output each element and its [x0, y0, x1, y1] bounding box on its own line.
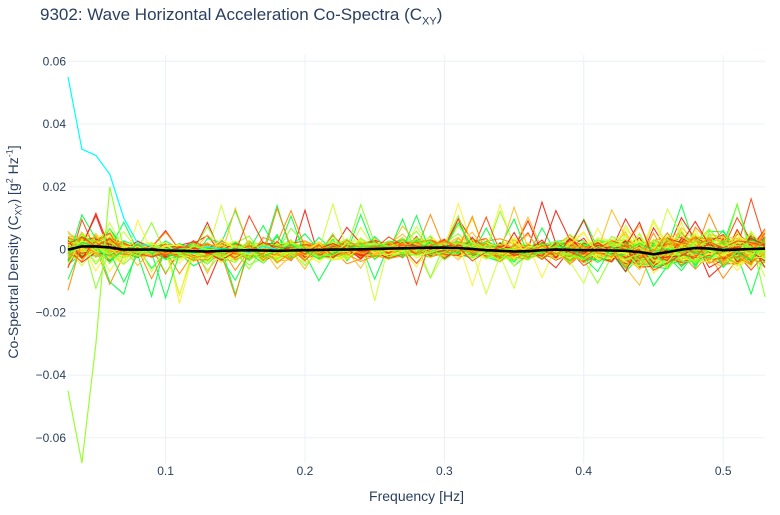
- x-axis-title: Frequency [Hz]: [369, 488, 464, 504]
- y-tick-label: −0.04: [36, 368, 67, 382]
- y-tick-label: 0.06: [43, 54, 67, 68]
- y-tick-label: 0.02: [43, 180, 67, 194]
- y-tick-label: −0.02: [36, 305, 67, 319]
- record-line: [67, 206, 766, 263]
- record-line: [67, 231, 766, 264]
- x-tick-label: 0.1: [157, 464, 174, 478]
- y-tick-label: 0.04: [43, 117, 67, 131]
- y-tick-label: 0: [59, 243, 66, 257]
- y-axis-title: Co-Spectral Density (CXY) [g2 Hz-1]: [4, 145, 24, 359]
- x-tick-label: 0.2: [297, 464, 314, 478]
- x-tick-label: 0.5: [715, 464, 732, 478]
- mean-line: [67, 245, 766, 256]
- x-tick-label: 0.3: [436, 464, 453, 478]
- chart-title: 9302: Wave Horizontal Acceleration Co-Sp…: [40, 5, 443, 28]
- x-tick-label: 0.4: [575, 464, 592, 478]
- y-tick-label: −0.06: [36, 431, 67, 445]
- tick-layer: 0.1 0.2 0.3 0.4 0.5 0.06 0.04 0.02 0 −0.02 −0.04 −0…: [36, 54, 732, 478]
- record-line: [67, 214, 766, 272]
- mean-layer: [67, 245, 766, 256]
- green-record-line: [67, 186, 278, 464]
